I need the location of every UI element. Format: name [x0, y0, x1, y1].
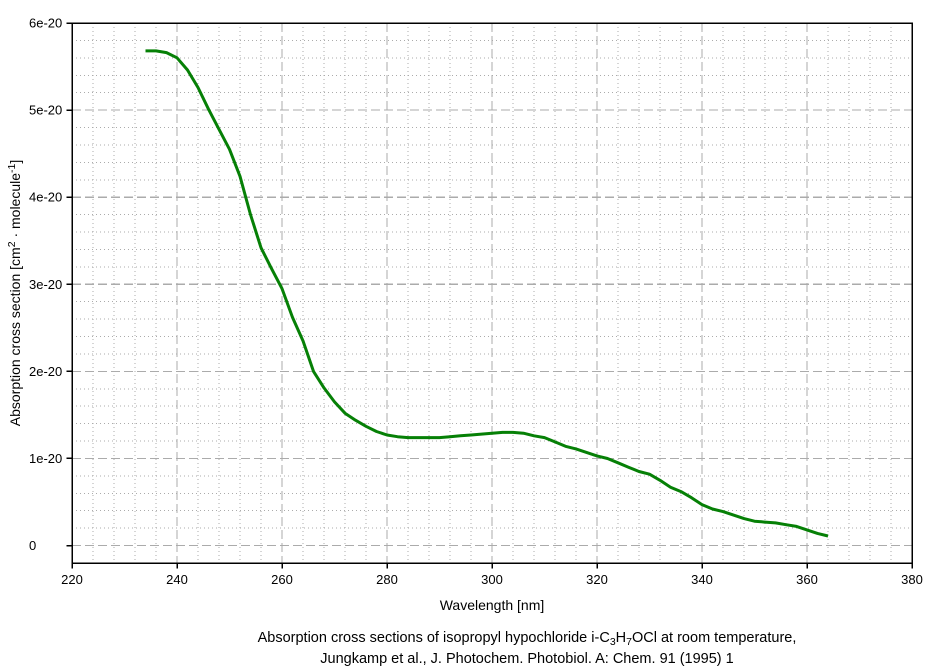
caption-line-1: Absorption cross sections of isopropyl h… [57, 628, 940, 649]
y-axis-title-text-3: ] [7, 159, 23, 164]
y-tick-label: 3e-20 [29, 277, 62, 292]
x-tick-label: 320 [586, 572, 608, 587]
y-tick-label: 5e-20 [29, 103, 62, 118]
caption-line-1-text-2: H [615, 630, 627, 646]
caption-line-1-text: Absorption cross sections of isopropyl h… [257, 630, 610, 646]
y-axis-title-text-2: · molecule [7, 172, 23, 242]
y-axis-title: Absorption cross section [cm2 · molecule… [6, 159, 23, 427]
grid-major [72, 23, 912, 563]
x-tick-label: 220 [61, 572, 83, 587]
caption-sub-3: 3 [609, 636, 616, 648]
x-tick-labels: 220 240 260 280 300 320 340 360 380 [61, 572, 923, 587]
data-curve [145, 49, 829, 538]
y-axis-title-sup-2: 2 [6, 241, 18, 248]
x-axis-title: Wavelength [nm] [439, 597, 545, 613]
caption-line-1-text-3: OCl at room temperature, [631, 630, 797, 646]
y-tick-label: 4e-20 [29, 190, 62, 205]
axis-ticks [66, 22, 913, 569]
y-axis-title-text: Absorption cross section [cm [7, 247, 23, 427]
x-tick-label: 380 [901, 572, 923, 587]
y-tick-label: 1e-20 [29, 451, 62, 466]
caption-sub-7: 7 [626, 636, 632, 648]
x-tick-label: 240 [166, 572, 188, 587]
x-tick-label: 340 [691, 572, 713, 587]
x-tick-label: 260 [271, 572, 293, 587]
y-tick-label: 6e-20 [29, 16, 62, 31]
x-tick-label: 300 [481, 572, 503, 587]
y-axis-title-sup-minus1: -1 [6, 163, 18, 173]
y-tick-label: 2e-20 [29, 364, 62, 379]
x-tick-label: 280 [376, 572, 398, 587]
caption: Absorption cross sections of isopropyl h… [57, 628, 940, 670]
x-tick-label: 360 [796, 572, 818, 587]
caption-line-2: Jungkamp et al., J. Photochem. Photobiol… [320, 651, 734, 667]
y-tick-label: 0 [29, 538, 36, 553]
y-tick-labels: 0 1e-20 2e-20 3e-20 4e-20 5e-20 6e-20 [29, 16, 62, 554]
